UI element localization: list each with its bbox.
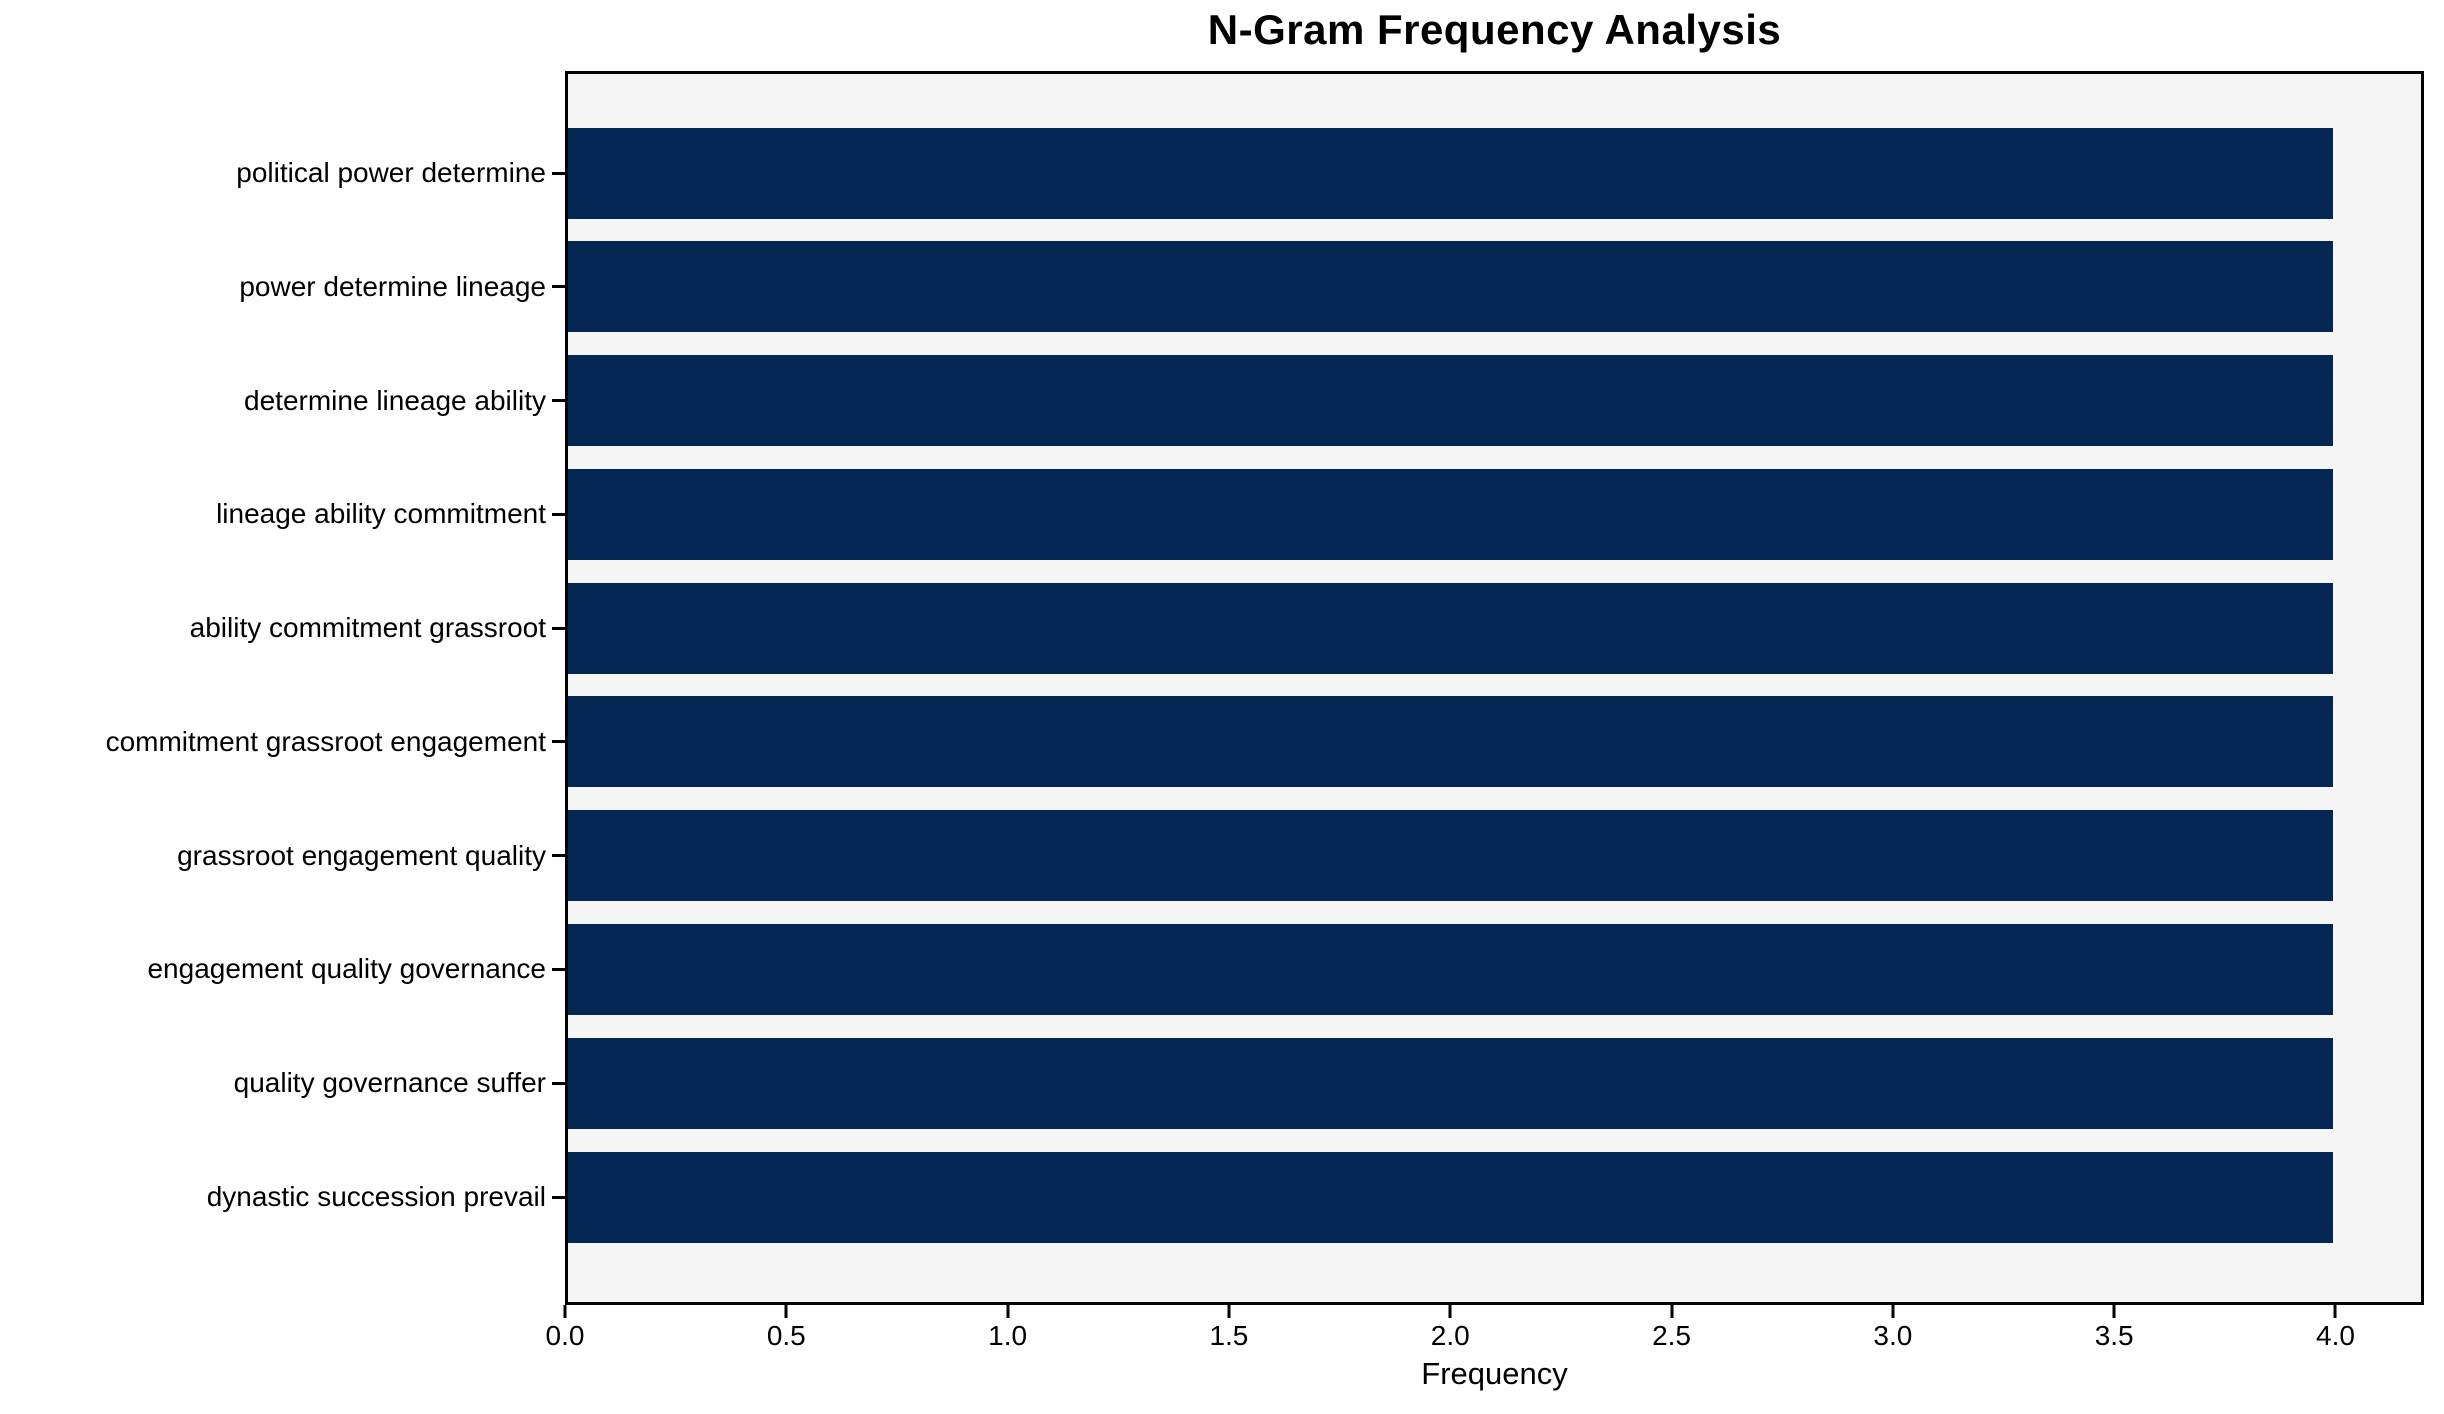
y-tick-mark	[552, 854, 565, 858]
y-tick-label: dynastic succession prevail	[206, 1181, 546, 1213]
bar-4	[568, 582, 2333, 674]
y-tick-label: power determine lineage	[239, 270, 546, 302]
bar-1	[568, 241, 2333, 333]
bar-7	[568, 923, 2333, 1015]
y-tick-mark	[552, 967, 565, 971]
bar-3	[568, 468, 2333, 560]
x-tick-label: 2.5	[1652, 1320, 1692, 1351]
x-tick-label: 0.5	[766, 1320, 806, 1351]
chart-title: N-Gram Frequency Analysis	[1207, 6, 1782, 53]
y-tick-label: ability commitment grassroot	[189, 612, 546, 644]
plot-area	[565, 71, 2424, 1305]
x-tick-label: 0.0	[545, 1320, 585, 1351]
y-tick-label: quality governance suffer	[233, 1067, 546, 1099]
bar-5	[568, 696, 2333, 788]
x-tick-mark	[1227, 1305, 1231, 1318]
bar-9	[568, 1151, 2333, 1243]
x-tick-label: 4.0	[2316, 1320, 2355, 1351]
bar-6	[568, 810, 2333, 902]
y-tick-mark	[552, 1081, 565, 1085]
bar-2	[568, 355, 2333, 447]
x-tick-mark	[784, 1305, 788, 1318]
y-tick-label: political power determine	[236, 157, 546, 188]
x-axis-title: Frequency	[1421, 1356, 1568, 1391]
y-tick-label: determine lineage ability	[244, 384, 546, 416]
bar-8	[568, 1037, 2333, 1129]
y-tick-mark	[552, 512, 565, 516]
x-tick-mark	[2112, 1305, 2116, 1318]
y-tick-label: engagement quality governance	[147, 953, 546, 985]
x-tick-mark	[563, 1305, 567, 1318]
x-tick-mark	[1006, 1305, 1010, 1318]
x-tick-mark	[1670, 1305, 1674, 1318]
x-tick-mark	[1448, 1305, 1452, 1318]
y-tick-label: lineage ability commitment	[216, 498, 546, 530]
y-tick-mark	[552, 626, 565, 630]
x-tick-label: 1.0	[988, 1320, 1028, 1351]
y-tick-label: commitment grassroot engagement	[105, 725, 546, 757]
y-tick-mark	[552, 285, 565, 289]
bar-0	[568, 127, 2333, 219]
y-tick-mark	[552, 740, 565, 744]
y-tick-label: grassroot engagement quality	[177, 839, 546, 871]
x-tick-label: 3.5	[2094, 1320, 2134, 1351]
x-tick-label: 1.5	[1209, 1320, 1249, 1351]
x-tick-label: 2.0	[1430, 1320, 1470, 1351]
x-tick-label: 3.0	[1873, 1320, 1913, 1351]
x-tick-mark	[1891, 1305, 1895, 1318]
y-tick-mark	[552, 171, 565, 175]
y-tick-mark	[552, 1195, 565, 1199]
y-tick-mark	[552, 399, 565, 403]
x-tick-mark	[2333, 1305, 2337, 1318]
